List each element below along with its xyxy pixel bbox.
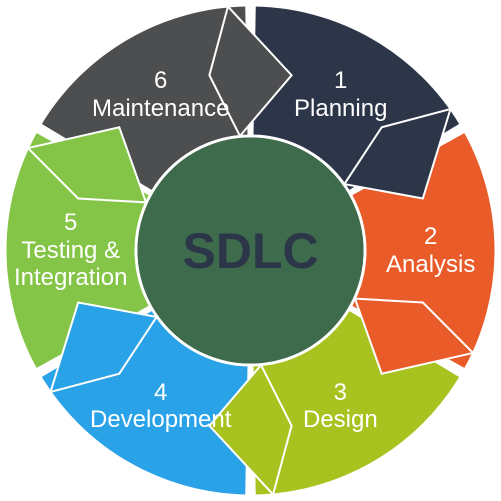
cycle-ring-svg	[0, 0, 501, 501]
sdlc-cycle-diagram: 1Planning2Analysis3Design4Development5Te…	[0, 0, 501, 501]
center-disc	[138, 138, 364, 364]
